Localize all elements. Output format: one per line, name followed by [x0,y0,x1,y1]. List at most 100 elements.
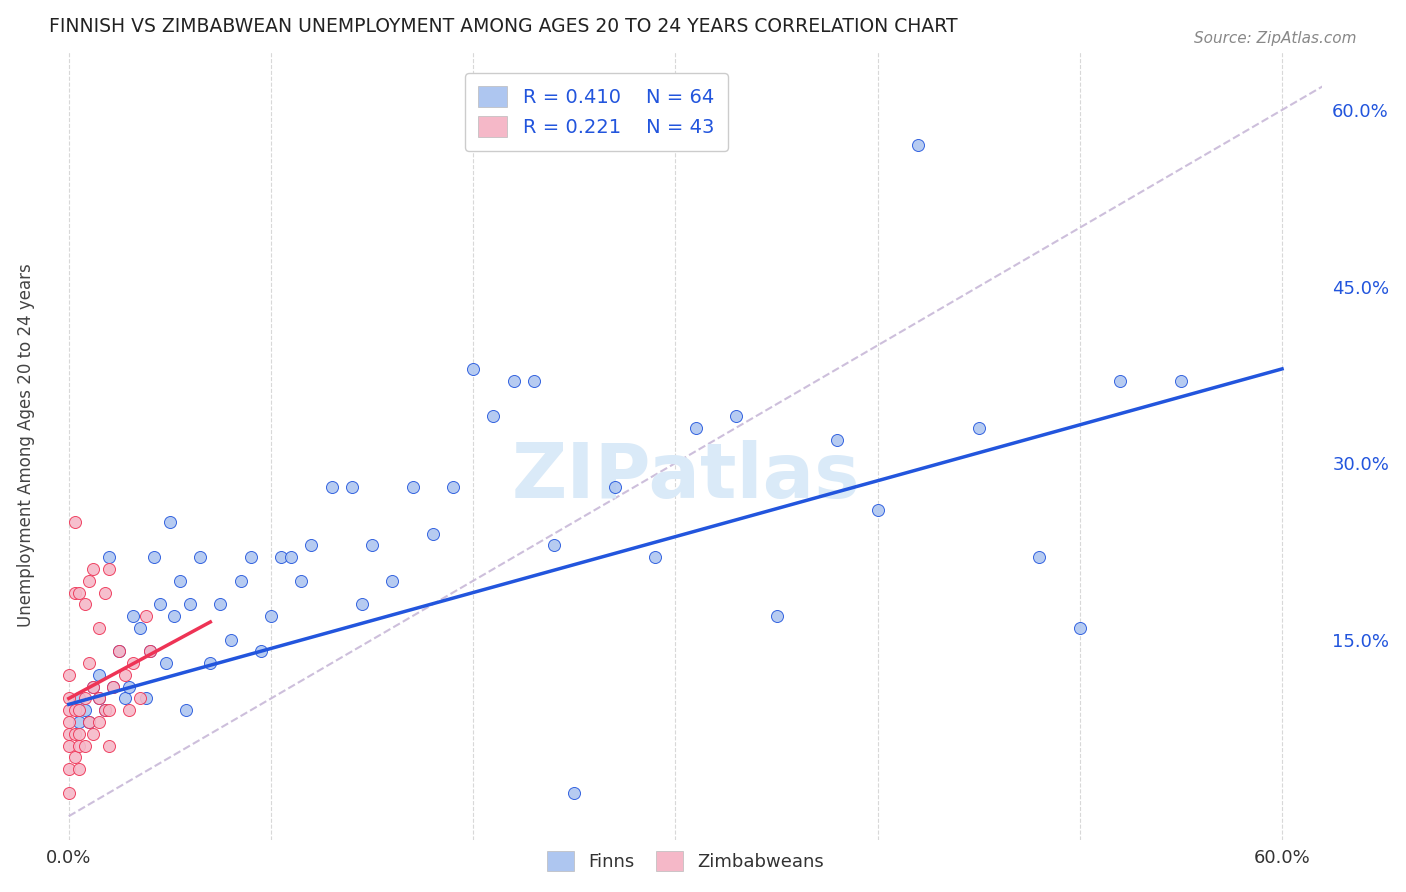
Point [103,680,125,694]
Point [73,691,96,706]
Point [229,574,252,588]
Point [58,668,80,682]
Text: ZIPatlas: ZIPatlas [512,440,860,514]
Point [250,644,273,658]
Point [482,409,505,423]
Point [502,374,524,388]
Point [135,691,157,706]
Point [118,703,141,717]
Point [603,480,626,494]
Point [58,762,80,776]
Point [98,562,121,576]
Point [260,609,283,624]
Point [463,362,485,376]
Point [219,632,242,647]
Point [63,727,86,741]
Point [422,526,444,541]
Point [725,409,748,423]
Point [87,714,110,729]
Point [63,585,86,599]
Point [644,550,666,565]
Point [301,539,323,553]
Point [114,691,136,706]
Point [77,714,100,729]
Point [866,503,889,517]
Point [149,597,172,611]
Point [98,703,121,717]
Text: FINNISH VS ZIMBABWEAN UNEMPLOYMENT AMONG AGES 20 TO 24 YEARS CORRELATION CHART: FINNISH VS ZIMBABWEAN UNEMPLOYMENT AMONG… [49,17,957,36]
Point [128,691,150,706]
Point [350,597,373,611]
Point [142,550,165,565]
Point [967,421,990,435]
Point [108,644,131,658]
Point [163,609,186,624]
Point [82,562,104,576]
Point [103,680,125,694]
Point [543,539,565,553]
Point [67,739,90,753]
Point [122,609,145,624]
Point [361,539,384,553]
Point [58,786,80,800]
Point [280,550,302,565]
Point [94,585,117,599]
Point [401,480,423,494]
Point [138,644,160,658]
Point [67,762,90,776]
Point [58,703,80,717]
Point [441,480,464,494]
Point [765,609,787,624]
Point [77,656,100,670]
Point [73,703,96,717]
Point [381,574,404,588]
Point [1069,621,1091,635]
Point [200,656,222,670]
Point [562,786,585,800]
Point [321,480,343,494]
Point [108,644,131,658]
Point [67,585,90,599]
Point [94,703,117,717]
Point [58,727,80,741]
Point [340,480,363,494]
Point [67,714,90,729]
Point [82,680,104,694]
Point [87,621,110,635]
Point [114,668,136,682]
Point [270,550,292,565]
Point [77,714,100,729]
Point [67,703,90,717]
Point [98,550,121,565]
Point [1109,374,1132,388]
Point [188,550,211,565]
Point [98,739,121,753]
Point [1028,550,1050,565]
Point [58,714,80,729]
Point [138,644,160,658]
Point [58,691,80,706]
Point [159,515,181,529]
Point [94,703,117,717]
Point [825,433,848,447]
Point [63,750,86,764]
Point [169,574,191,588]
Point [73,739,96,753]
Point [523,374,546,388]
Point [179,597,201,611]
Point [155,656,177,670]
Y-axis label: Unemployment Among Ages 20 to 24 years: Unemployment Among Ages 20 to 24 years [17,263,35,627]
Point [128,621,150,635]
Point [907,138,929,153]
Legend: Finns, Zimbabweans: Finns, Zimbabweans [536,840,835,882]
Point [685,421,707,435]
Point [87,691,110,706]
Point [118,680,141,694]
Point [67,691,90,706]
Point [122,656,145,670]
Point [239,550,262,565]
Point [58,739,80,753]
Point [77,574,100,588]
Point [174,703,197,717]
Point [63,703,86,717]
